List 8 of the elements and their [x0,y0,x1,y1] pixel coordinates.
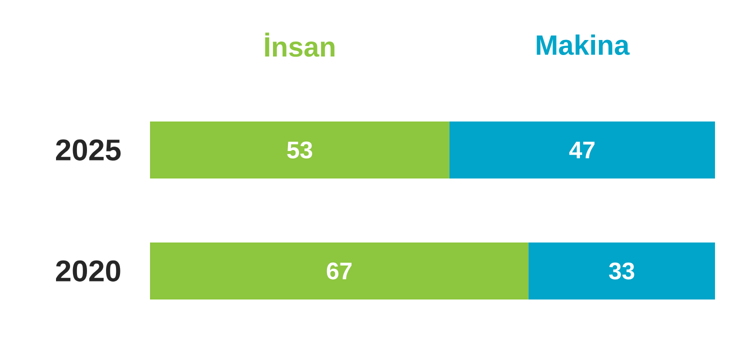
data-label: 53 [287,142,312,158]
text: Makina [536,34,630,55]
data-label: 47 [569,142,594,158]
data-label: 67 [326,262,352,280]
y-tick-label: 2025 [56,139,121,161]
text: İnsan [265,32,334,57]
data-label: 33 [609,262,634,280]
y-tick-label: 2020 [56,260,120,282]
